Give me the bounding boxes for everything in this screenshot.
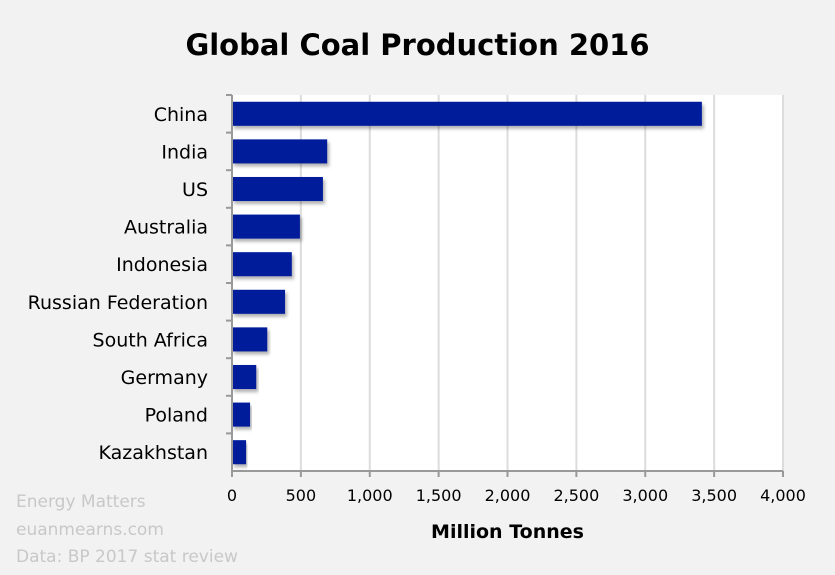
bar-russian-federation bbox=[232, 289, 286, 314]
x-tick-label: 1,000 bbox=[347, 486, 393, 505]
chart-title: Global Coal Production 2016 bbox=[185, 28, 650, 62]
y-category-label: Indonesia bbox=[116, 254, 208, 276]
credit-note: Energy Matters bbox=[16, 492, 146, 512]
y-category-label: South Africa bbox=[93, 329, 208, 351]
y-category-label: China bbox=[154, 104, 208, 126]
credit-site: euanmearns.com bbox=[16, 520, 164, 540]
y-category-label: Australia bbox=[124, 217, 208, 239]
x-tick-label: 3,000 bbox=[622, 486, 668, 505]
y-category-label: Russian Federation bbox=[28, 292, 208, 314]
bar-kazakhstan bbox=[232, 440, 247, 465]
y-category-label: Poland bbox=[145, 405, 208, 427]
x-tick-label: 2,500 bbox=[553, 486, 599, 505]
x-tick-label: 0 bbox=[227, 486, 237, 505]
y-category-label: Germany bbox=[121, 367, 208, 389]
bar-china bbox=[232, 101, 702, 126]
bar-poland bbox=[232, 402, 251, 427]
x-tick-label: 1,500 bbox=[416, 486, 462, 505]
y-category-label: Kazakhstan bbox=[99, 442, 208, 464]
bar-indonesia bbox=[232, 252, 292, 277]
x-tick-label: 3,500 bbox=[691, 486, 737, 505]
x-axis-label: Million Tonnes bbox=[431, 521, 584, 543]
y-category-label: India bbox=[161, 141, 208, 163]
bar-south-africa bbox=[232, 327, 268, 352]
bar-germany bbox=[232, 364, 257, 390]
x-tick-label: 2,000 bbox=[485, 486, 531, 505]
x-tick-label: 500 bbox=[286, 486, 317, 505]
bar-us bbox=[232, 176, 323, 202]
y-category-label: US bbox=[182, 179, 208, 201]
bar-australia bbox=[232, 214, 300, 239]
credit-source: Data: BP 2017 stat review bbox=[16, 547, 238, 567]
bar-india bbox=[232, 139, 328, 164]
x-tick-label: 4,000 bbox=[760, 486, 806, 505]
